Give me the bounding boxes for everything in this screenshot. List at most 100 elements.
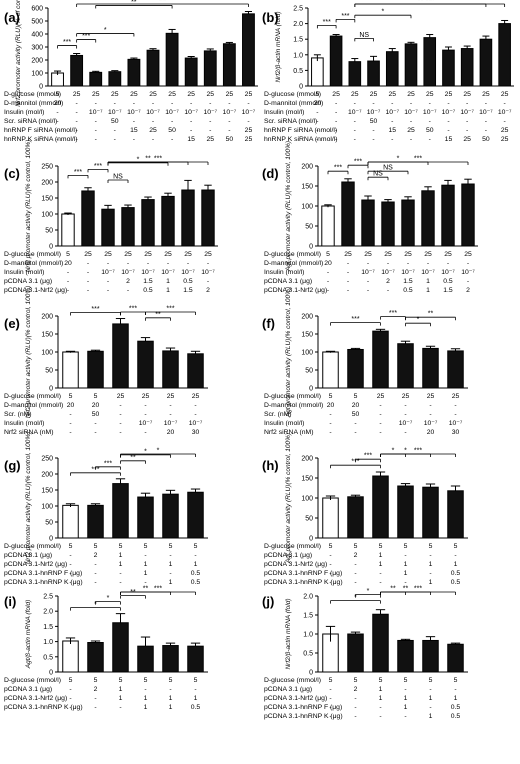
bar [311, 57, 324, 87]
condition-value: - [119, 402, 121, 409]
panel-label: (i) [4, 594, 16, 609]
condition-value: 10⁻⁷ [348, 109, 362, 116]
bar [203, 50, 217, 87]
significance-label: ** [428, 311, 434, 318]
condition-value: - [354, 561, 356, 568]
condition-value: - [354, 100, 356, 107]
y-tick-label: 0.5 [43, 654, 53, 661]
condition-value: - [144, 552, 146, 559]
condition-value: 25 [111, 91, 119, 98]
significance-label: NS [113, 174, 123, 181]
condition-value: 25 [187, 91, 195, 98]
condition-value: 1 [404, 570, 408, 577]
condition-value: - [404, 579, 406, 586]
condition-value: 10⁻⁷ [203, 109, 217, 116]
significance-label: ** [418, 0, 424, 5]
condition-value: - [169, 570, 171, 577]
condition-value: 5 [329, 677, 333, 684]
condition-value: 5 [69, 677, 73, 684]
condition-value: - [379, 429, 381, 436]
condition-value: - [354, 429, 356, 436]
condition-value: 1.5 [403, 278, 413, 285]
condition-label: pCDNA 3.1-Nrf2 (μg) [264, 287, 327, 294]
bar [127, 58, 141, 87]
y-tick-label: 0 [299, 84, 303, 91]
condition-value: 10⁻⁷ [401, 269, 415, 276]
condition-value: - [69, 695, 71, 702]
condition-value: 25 [364, 251, 372, 258]
condition-value: - [194, 686, 196, 693]
significance-label: ** [145, 156, 151, 163]
condition-value: 25 [402, 393, 410, 400]
condition-value: 1 [426, 278, 430, 285]
condition-label: Scr. siRNA (mol/l) [4, 118, 57, 125]
condition-label: pCDNA 3.1-Nrf2 (μg) [4, 561, 67, 568]
y-tick-label: 100 [41, 504, 53, 511]
bar [401, 199, 415, 247]
condition-value: - [372, 127, 374, 134]
condition-value: - [454, 402, 456, 409]
condition-value: 5 [119, 677, 123, 684]
condition-value: - [379, 411, 381, 418]
condition-value: - [144, 411, 146, 418]
condition-value: 1 [169, 695, 173, 702]
condition-value: - [169, 552, 171, 559]
panel-label: (a) [4, 10, 20, 25]
significance-label: NS [383, 165, 393, 172]
condition-value: - [87, 278, 89, 285]
y-axis-label: Agt promoter activity (RLU)(% control, 1… [285, 287, 292, 418]
condition-value: - [354, 579, 356, 586]
chart-panel-g: (g) 0 50 100 150 200 250 Nrf2 promoter activity… [4, 432, 208, 586]
condition-value: 25 [332, 91, 340, 98]
condition-label: Insulin (mol/l) [264, 420, 304, 427]
condition-value: 5 [329, 543, 333, 550]
condition-value: - [69, 704, 71, 711]
condition-value: 5 [354, 543, 358, 550]
condition-value: - [379, 420, 381, 427]
y-tick-label: 200 [41, 472, 53, 479]
condition-value: - [127, 260, 129, 267]
y-tick-label: 300 [31, 45, 43, 52]
condition-value: - [404, 686, 406, 693]
condition-value: 25 [168, 91, 176, 98]
condition-value: - [347, 287, 349, 294]
condition-value: - [485, 118, 487, 125]
condition-value: - [404, 402, 406, 409]
condition-value: - [114, 100, 116, 107]
significance-label: *** [341, 13, 349, 20]
condition-value: - [94, 420, 96, 427]
condition-value: - [454, 411, 456, 418]
condition-value: 25 [445, 91, 453, 98]
condition-label: pCDNA 3.1-hnRNP K (μg) [264, 713, 343, 720]
y-tick-label: 50 [45, 228, 53, 235]
bar [329, 35, 343, 87]
condition-value: 10⁻⁷ [141, 269, 155, 276]
bar [397, 639, 414, 673]
bar [347, 496, 364, 539]
bar [87, 350, 104, 389]
bar [372, 613, 389, 673]
significance-label: *** [82, 33, 90, 40]
bar [141, 199, 155, 247]
condition-value: 5 [56, 91, 60, 98]
y-tick-label: 1.0 [43, 639, 53, 646]
condition-value: - [114, 136, 116, 143]
condition-value: 10⁻⁷ [449, 420, 463, 427]
condition-value: 1 [454, 695, 458, 702]
significance-label: * [417, 317, 420, 324]
condition-value: 5 [66, 251, 70, 258]
condition-value: - [379, 570, 381, 577]
condition-value: - [228, 127, 230, 134]
condition-value: - [119, 704, 121, 711]
condition-value: 20 [314, 100, 322, 107]
y-axis-label: Nrf2 promoter activity (RLU)(% control, … [25, 286, 32, 419]
bar [201, 189, 215, 247]
condition-label: Insulin (mol/l) [4, 269, 44, 276]
bar [322, 497, 339, 539]
condition-value: 25 [351, 91, 359, 98]
condition-label: hnRNP F siRNA (nmol/l) [264, 127, 337, 134]
condition-value: - [69, 579, 71, 586]
condition-value: - [329, 704, 331, 711]
condition-value: 25 [226, 91, 234, 98]
